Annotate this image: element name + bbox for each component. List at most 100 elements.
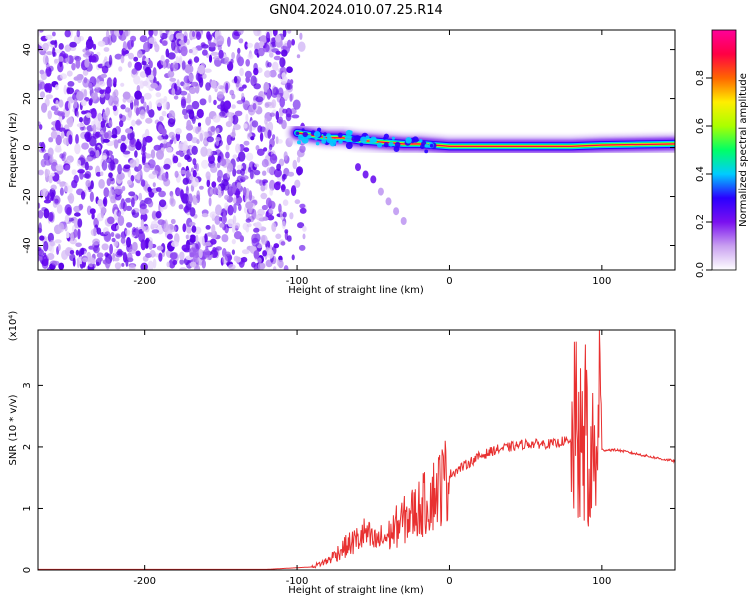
noise-blob — [59, 181, 64, 188]
noise-blob — [138, 231, 146, 243]
noise-blob — [200, 42, 206, 47]
noise-blob — [145, 117, 153, 124]
noise-blob — [232, 215, 237, 225]
noise-blob — [281, 45, 288, 50]
noise-blob — [104, 61, 112, 69]
noise-blob — [239, 67, 244, 77]
noise-blob — [296, 167, 302, 176]
noise-blob — [251, 208, 257, 220]
noise-blob — [171, 40, 176, 51]
noise-blob — [47, 232, 55, 243]
noise-blob — [192, 158, 197, 166]
noise-blob — [148, 173, 156, 180]
noise-blob — [127, 179, 133, 186]
noise-blob — [211, 224, 216, 236]
noise-blob — [41, 102, 48, 113]
noise-blob — [234, 76, 238, 84]
noise-blob — [257, 257, 262, 264]
trace-blob — [323, 132, 327, 137]
noise-blob — [240, 168, 246, 176]
noise-blob — [175, 128, 182, 135]
noise-blob — [80, 247, 85, 255]
noise-blob — [143, 92, 152, 100]
noise-blob — [216, 91, 224, 99]
noise-blob — [191, 145, 198, 155]
trace-blob — [314, 137, 318, 141]
noise-blob — [146, 104, 150, 114]
noise-blob — [244, 41, 249, 50]
noise-blob — [46, 51, 53, 56]
noise-blob — [217, 192, 222, 198]
noise-blob — [124, 107, 130, 113]
noise-blob — [180, 98, 187, 109]
noise-blob — [215, 137, 221, 142]
noise-blob — [203, 248, 211, 258]
noise-blob — [75, 134, 79, 145]
x-tick-label: 0 — [446, 276, 452, 287]
noise-blob — [196, 108, 204, 119]
noise-blob — [147, 260, 154, 270]
trace-blob — [394, 141, 401, 148]
noise-blob — [231, 239, 236, 245]
noise-blob — [283, 151, 288, 161]
noise-blob — [100, 120, 106, 128]
noise-blob — [217, 40, 224, 45]
noise-blob — [122, 251, 128, 263]
spectrogram-x-label: Height of straight line (km) — [288, 285, 424, 296]
noise-blob — [159, 115, 164, 122]
noise-blob — [114, 262, 122, 270]
noise-blob — [210, 51, 219, 56]
noise-blob — [253, 83, 261, 90]
figure-title: GN04.2024.010.07.25.R14 — [269, 3, 443, 18]
snr-series-line — [38, 330, 675, 570]
noise-blob — [112, 158, 119, 165]
noise-blob — [289, 212, 294, 220]
noise-blob — [245, 76, 250, 83]
noise-blob — [243, 123, 248, 129]
noise-blob — [206, 179, 211, 188]
noise-blob — [261, 234, 268, 245]
noise-blob — [130, 175, 135, 182]
noise-blob — [175, 56, 180, 64]
noise-blob — [179, 90, 188, 96]
noise-blob — [259, 132, 264, 142]
noise-blob — [272, 37, 276, 44]
noise-blob — [139, 71, 147, 78]
noise-blob — [225, 144, 230, 151]
noise-blob — [38, 169, 44, 176]
noise-blob — [162, 143, 167, 149]
noise-blob — [67, 81, 75, 87]
noise-blob — [58, 262, 65, 270]
noise-blob — [131, 209, 136, 216]
trace-blob — [429, 143, 434, 148]
trace-blob — [302, 131, 308, 138]
noise-blob — [205, 171, 211, 180]
noise-blob — [147, 200, 154, 208]
noise-blob — [62, 53, 69, 59]
noise-blob — [120, 134, 127, 142]
noise-blob — [81, 110, 87, 115]
noise-blob — [185, 185, 189, 197]
branch-blob — [370, 175, 377, 184]
noise-blob — [38, 222, 42, 233]
noise-blob — [183, 206, 191, 213]
noise-blob — [199, 98, 207, 106]
noise-blob — [267, 129, 272, 139]
noise-blob — [40, 71, 48, 81]
noise-blob — [291, 39, 295, 46]
noise-blob — [148, 30, 154, 37]
noise-blob — [208, 42, 217, 48]
noise-blob — [246, 42, 254, 48]
noise-blob — [245, 218, 251, 223]
noise-blob — [76, 123, 85, 128]
noise-blob — [119, 202, 123, 210]
x-tick-label: -100 — [286, 576, 309, 587]
colorbar-ticks: 0.0 0.2 0.4 0.6 0.8 — [695, 70, 712, 278]
noise-blob — [181, 244, 189, 252]
noise-blob — [183, 113, 189, 120]
noise-blob — [253, 62, 258, 71]
noise-blob — [128, 264, 136, 270]
noise-blob — [224, 57, 230, 65]
noise-blob — [262, 250, 267, 257]
